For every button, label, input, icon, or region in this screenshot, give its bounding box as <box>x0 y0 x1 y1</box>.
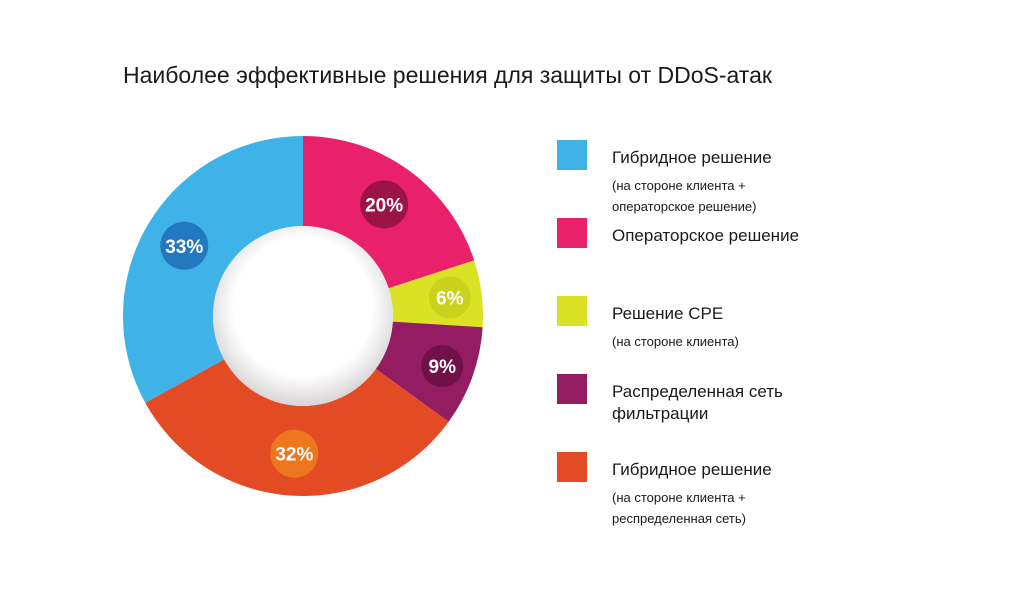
legend-swatch <box>557 140 587 170</box>
data-label-badge <box>428 276 471 319</box>
chart-title: Наиболее эффективные решения для защиты … <box>123 62 772 88</box>
donut-slice <box>123 136 304 403</box>
legend-swatch <box>557 452 587 482</box>
legend-sub: (на стороне клиента) <box>612 334 739 349</box>
legend-swatch <box>557 218 587 248</box>
data-label: 32% <box>275 445 313 466</box>
data-label: 33% <box>165 237 203 258</box>
legend-label: Решение CPE <box>612 304 724 323</box>
data-label: 6% <box>436 288 464 309</box>
legend-label: Гибридное решение <box>612 148 772 167</box>
legend-label: Операторское решение <box>612 226 800 245</box>
data-label: 9% <box>429 357 457 378</box>
legend-sub: (на стороне клиента + респределенная сеть… <box>612 490 746 526</box>
donut-slice <box>145 359 449 496</box>
data-label-badge <box>421 345 464 388</box>
legend-label: Гибридное решение <box>612 460 772 479</box>
legend-swatch <box>557 374 587 404</box>
data-label: 20% <box>365 195 403 216</box>
donut-hole <box>213 226 393 406</box>
data-label-badge <box>270 429 319 478</box>
legend-swatch <box>557 296 587 326</box>
data-label-badge <box>160 221 209 270</box>
legend-label: Распределенная сеть фильтрации <box>612 382 783 423</box>
legend-sub: (на стороне клиента + операторское решени… <box>612 178 757 214</box>
data-label-badge <box>360 180 409 229</box>
